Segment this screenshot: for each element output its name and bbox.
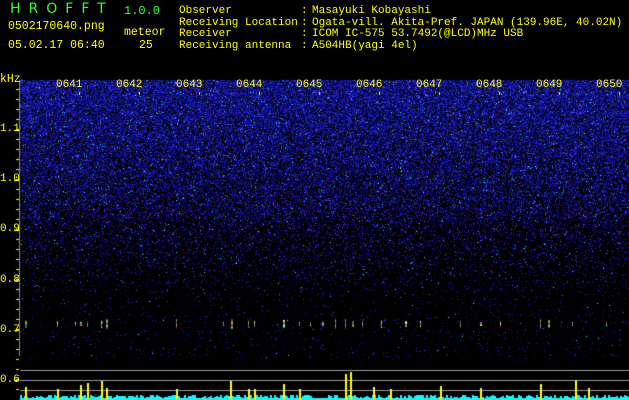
- info-colon: :: [301, 16, 308, 29]
- y-tick-label: 0.7: [0, 323, 20, 336]
- minute-label: 0647: [416, 79, 443, 91]
- minute-label: 0646: [356, 79, 383, 91]
- minute-label: 0643: [176, 79, 203, 91]
- info-value: Ogata-vill. Akita-Pref. JAPAN (139.96E, …: [312, 16, 623, 29]
- y-tick-label: 0.9: [0, 223, 20, 236]
- minute-label: 0650: [596, 79, 623, 91]
- meteor-count: 25: [139, 39, 153, 52]
- info-value: A504HB(yagi 4el): [312, 39, 418, 52]
- file-name: 0502170640.png: [8, 20, 105, 33]
- app-version: 1.0.0: [124, 4, 161, 18]
- info-value: ICOM IC-575 53.7492(@LCD)MHz USB: [312, 28, 524, 40]
- datetime: 05.02.17 06:40: [8, 39, 105, 52]
- y-tick-label: 1.1: [0, 123, 20, 135]
- y-tick-label: 0.6: [0, 374, 20, 386]
- minute-label: 0645: [296, 79, 323, 91]
- info-label: Receiving Location: [179, 16, 298, 29]
- minute-label: 0641: [56, 79, 83, 91]
- info-label: Observer: [179, 5, 232, 17]
- info-colon: :: [301, 28, 308, 40]
- app-title: HROFFT: [10, 1, 114, 17]
- info-label: Receiving antenna: [179, 39, 292, 52]
- info-label: Receiver: [179, 28, 232, 40]
- info-value: Masayuki Kobayashi: [312, 5, 431, 17]
- minute-label: 0649: [536, 79, 563, 91]
- minute-label: 0648: [476, 79, 503, 91]
- y-tick-label: 1.0: [0, 173, 20, 186]
- info-colon: :: [301, 39, 308, 52]
- meteor-label: meteor: [124, 26, 166, 39]
- axis-unit: kHz: [0, 73, 21, 86]
- minute-label: 0644: [236, 79, 263, 91]
- minute-label: 0642: [116, 79, 143, 91]
- info-colon: :: [301, 5, 308, 17]
- y-tick-label: 0.8: [0, 273, 20, 286]
